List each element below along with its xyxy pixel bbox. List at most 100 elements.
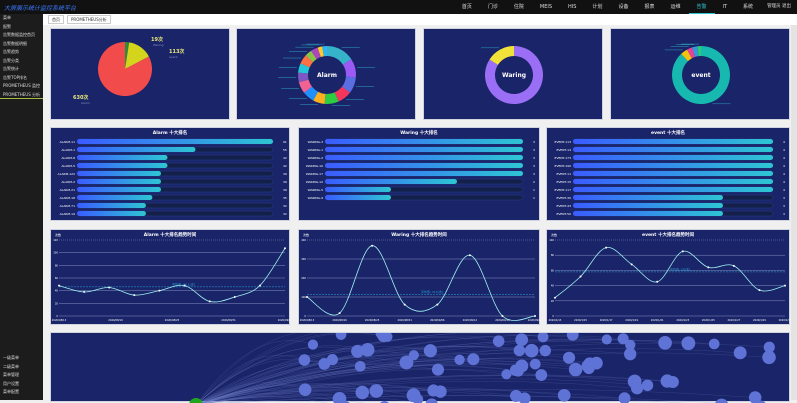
graph-node [427, 384, 440, 397]
nav-item[interactable]: 计划 [592, 4, 603, 10]
data-point [501, 315, 504, 317]
nav-item[interactable]: 报表 [644, 4, 655, 10]
data-point [468, 254, 471, 257]
bar-category-label: EVENT-43 [556, 204, 571, 208]
tab-home[interactable]: 首页 [48, 15, 64, 24]
graph-edge [198, 354, 333, 403]
graph-edge [205, 375, 635, 403]
sidebar-item[interactable]: 告警分类 [3, 57, 19, 63]
sidebar-item[interactable]: 菜单配置 [3, 389, 19, 394]
graph-node [582, 362, 595, 375]
nav-item[interactable]: 告警 [688, 0, 715, 14]
y-tick-label: 60 [551, 268, 555, 272]
nav-item[interactable]: 设备 [618, 4, 629, 10]
donut-segment [313, 91, 326, 104]
y-tick-label: 100 [53, 251, 58, 255]
nav-item[interactable]: HIS [568, 4, 577, 10]
bar-value-label: 3 [533, 164, 535, 168]
bar-value-label: 2 [533, 180, 535, 184]
sidebar-item[interactable]: 告警统计 [3, 66, 19, 71]
bar-value-label: 42 [283, 156, 287, 160]
x-tick-label: 2020/1/19 [625, 318, 638, 322]
sidebar-item[interactable]: 告警数据明细 [3, 40, 27, 46]
donut-segment [322, 46, 327, 57]
graph-edge [206, 375, 673, 403]
bar [573, 155, 773, 160]
bar [77, 155, 168, 160]
bar-value-label: 1 [533, 196, 535, 200]
waring-rank-panel: Waring 十大排名 WARING-3 3 WARING-1 3 WARING-2 3 WA… [298, 127, 540, 221]
nav-item[interactable]: 首页 [461, 4, 472, 10]
graph-edge [203, 383, 441, 403]
bar-value-label: 3 [783, 196, 785, 200]
tab-prometheus-analysis[interactable]: PROMETHEUS分析 [67, 15, 111, 24]
y-tick-label: 20 [551, 299, 555, 303]
sidebar-item[interactable]: 告警TOP排名 [3, 74, 28, 80]
donut-panel-event: event [610, 28, 790, 120]
nav-item[interactable]: MEIS [539, 4, 553, 10]
donut-segment [485, 46, 543, 104]
chart-title: Waring 十大排名 [400, 131, 438, 136]
nav-item[interactable]: 系统 [743, 4, 754, 10]
sidebar-group-alarm[interactable]: 报警 [3, 23, 11, 29]
nav-item[interactable]: IT [722, 4, 728, 10]
donut-center-label: Alarm [317, 72, 337, 79]
bar-category-label: EVENT-113 [555, 140, 572, 144]
nav-item[interactable]: 门诊 [487, 4, 498, 10]
y-tick-label: 100 [549, 238, 554, 242]
tab-bar: 首页 PROMETHEUS分析 [43, 14, 797, 25]
bar [77, 187, 161, 192]
bar [325, 171, 523, 176]
sidebar-item[interactable]: 用户设置 [3, 380, 19, 386]
sidebar-menu-header[interactable]: 菜单 [3, 15, 11, 20]
x-tick-label: 2020/09/06 [278, 318, 291, 322]
x-tick-label: 2020/09/06 [430, 318, 445, 322]
x-tick-label: 2020/1/23 [676, 318, 689, 322]
graph-node [425, 398, 438, 403]
bar [573, 179, 773, 184]
page-scrollbar[interactable] [791, 25, 797, 400]
waring-trend-panel: Waring 十大排名趋势时间 次数 0 100 200 300 400 2020/08/13… [298, 229, 541, 325]
graph-edge [207, 378, 648, 403]
sidebar-item[interactable]: PROMETHEUS 分析 [0, 91, 43, 99]
x-tick-label: 2020/1/27 [727, 318, 740, 322]
sidebar-item[interactable]: 告警趋势 [3, 49, 19, 54]
donut-segment [681, 49, 692, 62]
chart-title: Alarm 十大排名 [152, 131, 188, 136]
graph-edge [197, 333, 382, 403]
bar [325, 147, 523, 152]
data-point [258, 284, 261, 287]
brand-title: 大屏展示统计监控系统平台 [4, 4, 77, 12]
nav-item[interactable]: 运维 [670, 4, 681, 10]
y-tick-label: 0 [304, 314, 306, 318]
sidebar-item[interactable]: 二级菜单 [3, 363, 19, 369]
data-point [554, 296, 556, 299]
donut-segment [311, 47, 321, 60]
sidebar-item[interactable]: 告警数据监控首页 [3, 32, 35, 37]
sidebar-item[interactable]: 菜单管理 [3, 372, 19, 377]
graph-edge [199, 337, 499, 403]
graph-node [660, 374, 674, 388]
bar [77, 171, 161, 176]
bar-value-label: 4 [783, 172, 785, 176]
graph-edge [198, 345, 368, 403]
x-tick-label: 2020/1/13 [549, 318, 562, 322]
graph-node [618, 392, 631, 403]
nav-item[interactable]: 住院 [513, 4, 524, 10]
donut-center-label: event [691, 72, 710, 79]
sidebar-item[interactable]: PROMETHEUS 监控 [3, 83, 41, 88]
bar [573, 203, 723, 208]
bar-category-label: EVENT-117 [555, 188, 572, 192]
sidebar-item[interactable]: 一级菜单 [3, 355, 19, 360]
y-axis-label: 次数 [303, 232, 309, 237]
bar-value-label: 32 [283, 204, 287, 208]
graph-edge [215, 388, 756, 403]
graph-node [557, 388, 571, 402]
bar-value-label: 4 [783, 164, 785, 168]
bar [573, 171, 773, 176]
data-point [284, 247, 286, 250]
data-point [630, 263, 633, 266]
y-tick-label: 40 [55, 289, 59, 293]
user-menu[interactable]: 管理员 退出 [767, 4, 791, 9]
graph-node [355, 385, 370, 400]
